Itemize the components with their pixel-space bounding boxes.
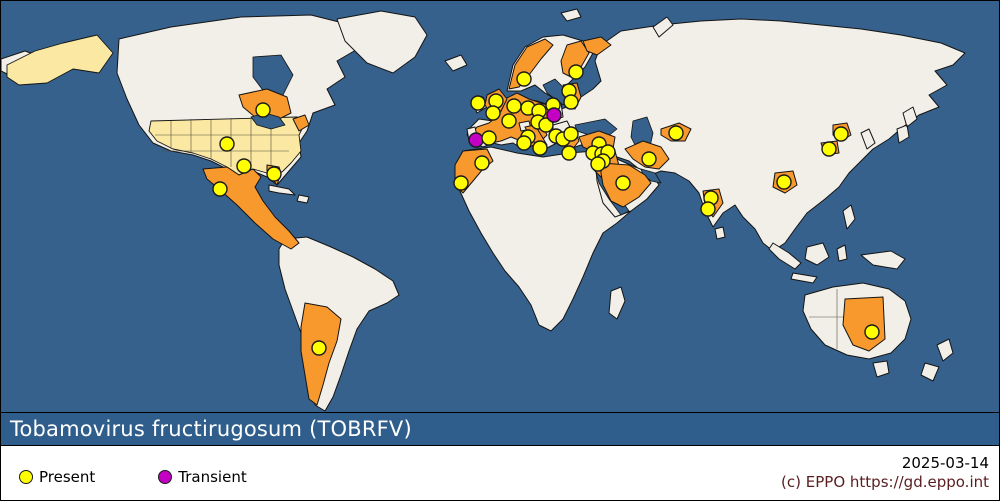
map-date: 2025-03-14 bbox=[901, 454, 989, 473]
location-marker-present bbox=[776, 174, 792, 190]
landmass-japan bbox=[896, 106, 918, 144]
location-marker-present bbox=[212, 181, 228, 197]
location-marker-present bbox=[311, 340, 327, 356]
legend-label-present: Present bbox=[39, 468, 96, 486]
landmass-java bbox=[790, 272, 818, 284]
landmass-new-guinea bbox=[860, 250, 906, 270]
location-marker-present bbox=[568, 64, 584, 80]
location-marker-present bbox=[590, 156, 606, 172]
region-nw-russia bbox=[582, 36, 612, 56]
location-marker-present bbox=[516, 135, 532, 151]
location-marker-present bbox=[516, 71, 532, 87]
location-marker-present bbox=[453, 175, 469, 191]
landmass-new-zealand bbox=[920, 338, 954, 382]
location-marker-present bbox=[864, 324, 880, 340]
map-credits: 2025-03-14 (c) EPPO https://gd.eppo.int bbox=[781, 454, 999, 492]
landmass-borneo bbox=[804, 242, 830, 266]
landmass-hispaniola bbox=[296, 194, 310, 204]
present-marker-icon bbox=[19, 470, 33, 484]
legend: Present Transient bbox=[1, 460, 247, 486]
landmass-sumatra bbox=[768, 242, 802, 270]
location-marker-present bbox=[474, 155, 490, 171]
location-marker-present bbox=[563, 94, 579, 110]
legend-label-transient: Transient bbox=[178, 468, 247, 486]
location-marker-present bbox=[563, 126, 579, 142]
landmass-tasmania bbox=[872, 360, 890, 378]
landmass-korea bbox=[860, 128, 876, 150]
location-marker-present bbox=[266, 166, 282, 182]
landmass-philippines bbox=[842, 204, 856, 230]
location-marker-present bbox=[485, 105, 501, 121]
location-marker-present bbox=[538, 117, 554, 133]
landmass-greenland bbox=[336, 10, 428, 74]
location-marker-present bbox=[821, 141, 837, 157]
landmass-madagascar bbox=[608, 286, 626, 320]
legend-item-transient: Transient bbox=[158, 460, 247, 486]
location-marker-present bbox=[833, 126, 849, 142]
location-marker-present bbox=[481, 130, 497, 146]
map-title: Tobamovirus fructirugosum (TOBRFV) bbox=[10, 417, 412, 441]
map-footer: Present Transient 2025-03-14 (c) EPPO ht… bbox=[1, 445, 999, 500]
location-marker-present bbox=[470, 95, 486, 111]
landmass-sri-lanka bbox=[714, 226, 726, 240]
location-marker-present bbox=[219, 136, 235, 152]
landmass-sulawesi bbox=[836, 244, 848, 262]
location-marker-present bbox=[700, 201, 716, 217]
australia-state-borders bbox=[809, 289, 845, 349]
location-marker-present bbox=[641, 151, 657, 167]
location-marker-present bbox=[501, 113, 517, 129]
occurrence-markers-layer bbox=[212, 64, 880, 356]
landmass-iceland bbox=[444, 54, 468, 72]
location-marker-present bbox=[255, 102, 271, 118]
copyright-url: (c) EPPO https://gd.eppo.int bbox=[781, 473, 989, 491]
location-marker-present bbox=[506, 98, 522, 114]
location-marker-present bbox=[615, 175, 631, 191]
location-marker-present bbox=[236, 158, 252, 174]
location-marker-present bbox=[668, 125, 684, 141]
region-alaska bbox=[6, 34, 114, 86]
location-marker-present bbox=[532, 140, 548, 156]
transient-marker-icon bbox=[158, 470, 173, 484]
landmass-novaya-zemlya bbox=[652, 16, 674, 38]
location-marker-present bbox=[561, 145, 577, 161]
landmass-africa bbox=[454, 146, 632, 332]
legend-item-present: Present bbox=[19, 460, 95, 486]
location-marker-transient bbox=[546, 107, 562, 123]
landmass-svalbard bbox=[560, 8, 582, 22]
map-title-bar: Tobamovirus fructirugosum (TOBRFV) bbox=[1, 412, 999, 445]
location-marker-transient bbox=[468, 132, 484, 148]
region-finland bbox=[560, 40, 590, 78]
landmass-cuba bbox=[268, 184, 296, 196]
region-us-northeast bbox=[292, 114, 310, 132]
